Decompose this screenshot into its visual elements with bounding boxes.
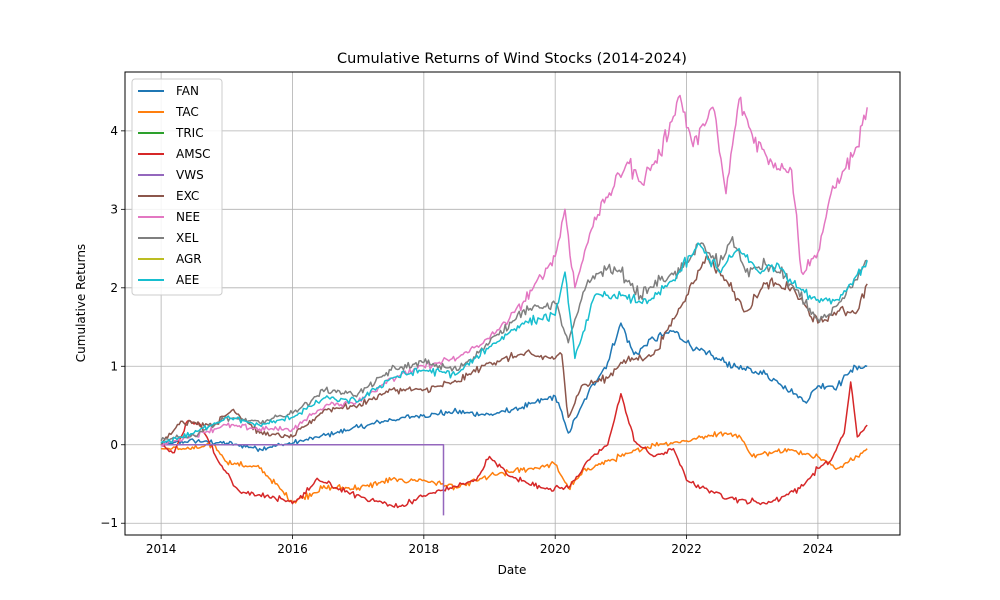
series-line-nee [160, 94, 868, 448]
legend-label-fan: FAN [176, 84, 199, 98]
legend-label-agr: AGR [176, 252, 202, 266]
legend-label-aee: AEE [176, 273, 199, 287]
chart-title: Cumulative Returns of Wind Stocks (2014-… [337, 51, 687, 67]
legend-label-xel: XEL [176, 231, 199, 245]
series-line-vws [161, 444, 445, 516]
legend-label-vws: VWS [176, 168, 204, 182]
x-tick-label: 2022 [671, 542, 702, 556]
x-tick-label: 2014 [146, 542, 177, 556]
legend-label-nee: NEE [176, 210, 200, 224]
y-tick-label: −1 [100, 516, 118, 530]
x-tick-label: 2016 [277, 542, 308, 556]
series-layer [160, 94, 868, 516]
x-axis-label: Date [498, 563, 527, 577]
x-tick-label: 2024 [803, 542, 834, 556]
y-tick-label: 0 [110, 438, 118, 452]
y-axis-label: Cumulative Returns [74, 244, 88, 362]
y-tick-label: 2 [110, 281, 118, 295]
legend: FAN TAC TRIC AMSC VWS EXC NEE XEL AGR AEE [131, 78, 223, 296]
series-line-tac [161, 431, 868, 504]
series-line-xel [160, 236, 868, 442]
series-line-aee [160, 242, 868, 444]
y-tick-label: 3 [110, 202, 118, 216]
legend-label-exc: EXC [176, 189, 199, 203]
y-tick-label: 1 [110, 359, 118, 373]
plot-frame [124, 71, 901, 536]
x-axis-ticks: 2014 2016 2018 2020 2022 2024 [146, 535, 833, 556]
legend-label-tric: TRIC [175, 126, 204, 140]
legend-label-tac: TAC [175, 105, 199, 119]
series-line-amsc [160, 381, 868, 509]
series-line-exc [160, 255, 868, 446]
x-tick-label: 2018 [409, 542, 440, 556]
x-tick-label: 2020 [540, 542, 571, 556]
series-line-fan [160, 322, 868, 453]
y-axis-ticks: −1 0 1 2 3 4 [100, 124, 125, 530]
legend-label-amsc: AMSC [176, 147, 211, 161]
y-tick-label: 4 [110, 124, 118, 138]
